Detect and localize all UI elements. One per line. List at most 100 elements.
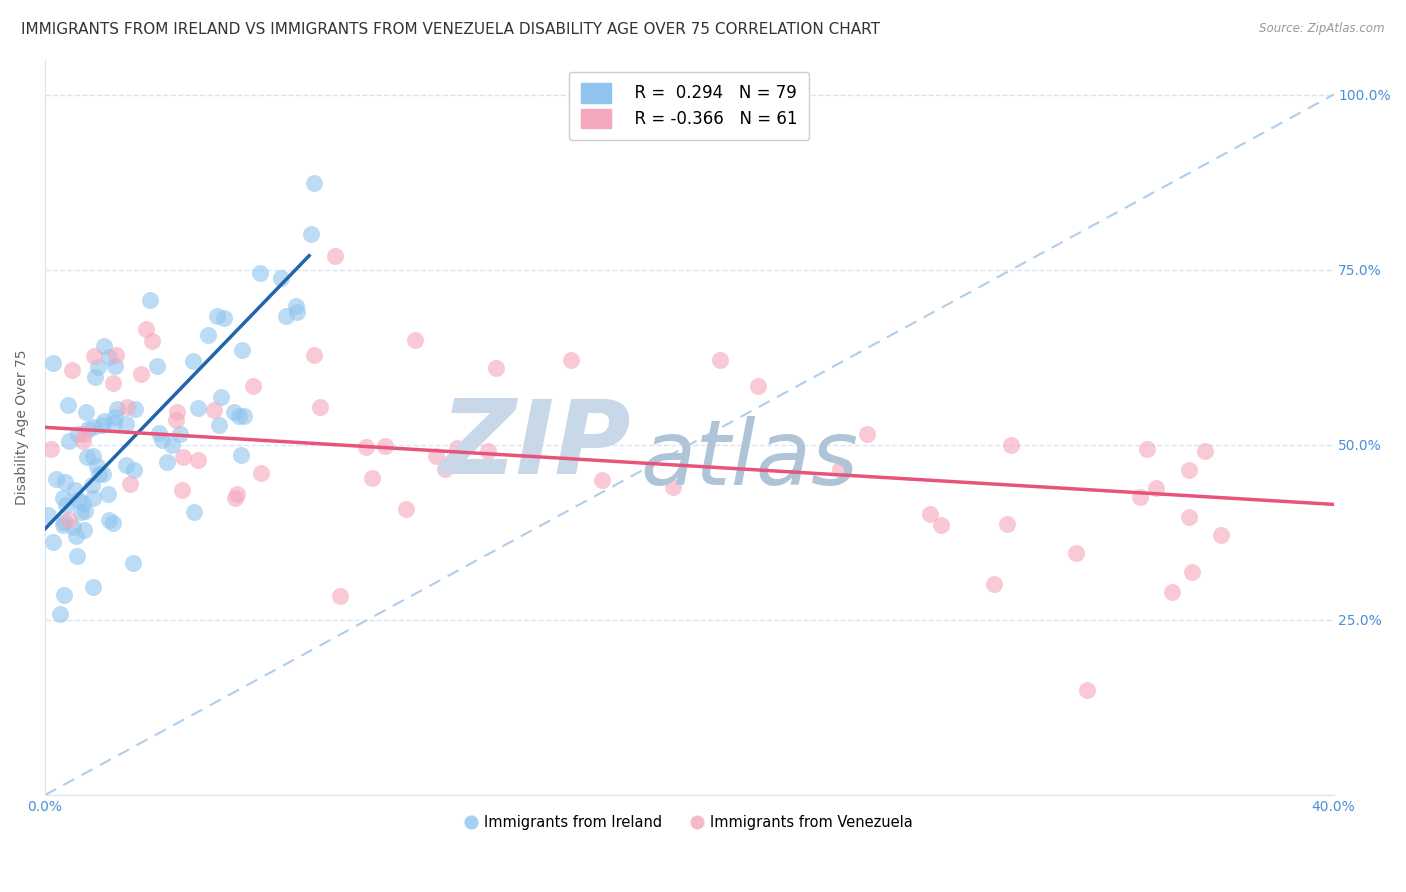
Point: [135, 322, 157, 336]
Point: [222, 405, 245, 419]
Point: [103, 417, 125, 431]
Point: [166, 404, 188, 418]
Point: [229, 448, 252, 462]
Point: [83, 369, 105, 384]
Point: [228, 409, 250, 423]
Point: [207, 309, 229, 323]
Point: [122, 463, 145, 477]
Point: [995, 516, 1018, 531]
Point: [299, 227, 322, 241]
Point: [73, 523, 96, 537]
Point: [82, 580, 104, 594]
Point: [97, 486, 120, 500]
Text: Source: ZipAtlas.com: Source: ZipAtlas.com: [1260, 22, 1385, 36]
Point: [139, 293, 162, 308]
Point: [124, 401, 146, 416]
Point: [87, 359, 110, 374]
Point: [49, 607, 72, 621]
Point: [104, 359, 127, 373]
Point: [560, 352, 582, 367]
Point: [114, 458, 136, 473]
Point: [93, 414, 115, 428]
Point: [207, 417, 229, 432]
Point: [1076, 683, 1098, 698]
Point: [284, 299, 307, 313]
Point: [104, 409, 127, 424]
Point: [66, 427, 89, 442]
Point: [91, 467, 114, 482]
Point: [1194, 444, 1216, 458]
Point: [58, 513, 80, 527]
Point: [187, 453, 209, 467]
Y-axis label: Disability Age Over 75: Disability Age Over 75: [15, 350, 30, 505]
Point: [42, 355, 65, 369]
Point: [477, 444, 499, 458]
Point: [121, 556, 143, 570]
Point: [165, 413, 187, 427]
Point: [212, 310, 235, 325]
Point: [156, 455, 179, 469]
Point: [920, 507, 942, 521]
Point: [202, 402, 225, 417]
Point: [1177, 510, 1199, 524]
Point: [172, 483, 194, 497]
Point: [73, 427, 96, 442]
Point: [42, 534, 65, 549]
Point: [75, 405, 97, 419]
Point: [83, 349, 105, 363]
Point: [224, 491, 246, 506]
Point: [302, 177, 325, 191]
Point: [105, 348, 128, 362]
Point: [65, 529, 87, 543]
Point: [82, 491, 104, 505]
Point: [233, 409, 256, 424]
Point: [58, 434, 80, 449]
Point: [76, 450, 98, 464]
Point: [69, 505, 91, 519]
Point: [98, 513, 121, 527]
Point: [270, 271, 292, 285]
Point: [1144, 481, 1167, 495]
Point: [1136, 442, 1159, 456]
Point: [141, 334, 163, 349]
Point: [1180, 565, 1202, 579]
Point: [485, 360, 508, 375]
Point: [1209, 528, 1232, 542]
Point: [425, 450, 447, 464]
Point: [52, 518, 75, 533]
Point: [160, 438, 183, 452]
Point: [1161, 585, 1184, 599]
Point: [115, 400, 138, 414]
Point: [1129, 490, 1152, 504]
Point: [82, 420, 104, 434]
Text: IMMIGRANTS FROM IRELAND VS IMMIGRANTS FROM VENEZUELA DISABILITY AGE OVER 75 CORR: IMMIGRANTS FROM IRELAND VS IMMIGRANTS FR…: [21, 22, 880, 37]
Point: [709, 353, 731, 368]
Point: [80, 477, 103, 491]
Point: [55, 498, 77, 512]
Point: [856, 426, 879, 441]
Point: [747, 378, 769, 392]
Point: [148, 425, 170, 440]
Point: [75, 504, 97, 518]
Text: atlas: atlas: [640, 417, 858, 504]
Point: [187, 401, 209, 415]
Point: [53, 515, 76, 529]
Point: [72, 434, 94, 449]
Legend: Immigrants from Ireland, Immigrants from Venezuela: Immigrants from Ireland, Immigrants from…: [460, 809, 920, 836]
Point: [374, 439, 396, 453]
Point: [72, 496, 94, 510]
Point: [53, 589, 76, 603]
Point: [225, 487, 247, 501]
Point: [302, 348, 325, 362]
Point: [1178, 463, 1201, 477]
Point: [118, 476, 141, 491]
Point: [172, 450, 194, 465]
Point: [86, 458, 108, 473]
Point: [53, 475, 76, 490]
Point: [146, 359, 169, 373]
Point: [129, 368, 152, 382]
Point: [434, 462, 457, 476]
Point: [285, 304, 308, 318]
Point: [114, 417, 136, 432]
Point: [56, 399, 79, 413]
